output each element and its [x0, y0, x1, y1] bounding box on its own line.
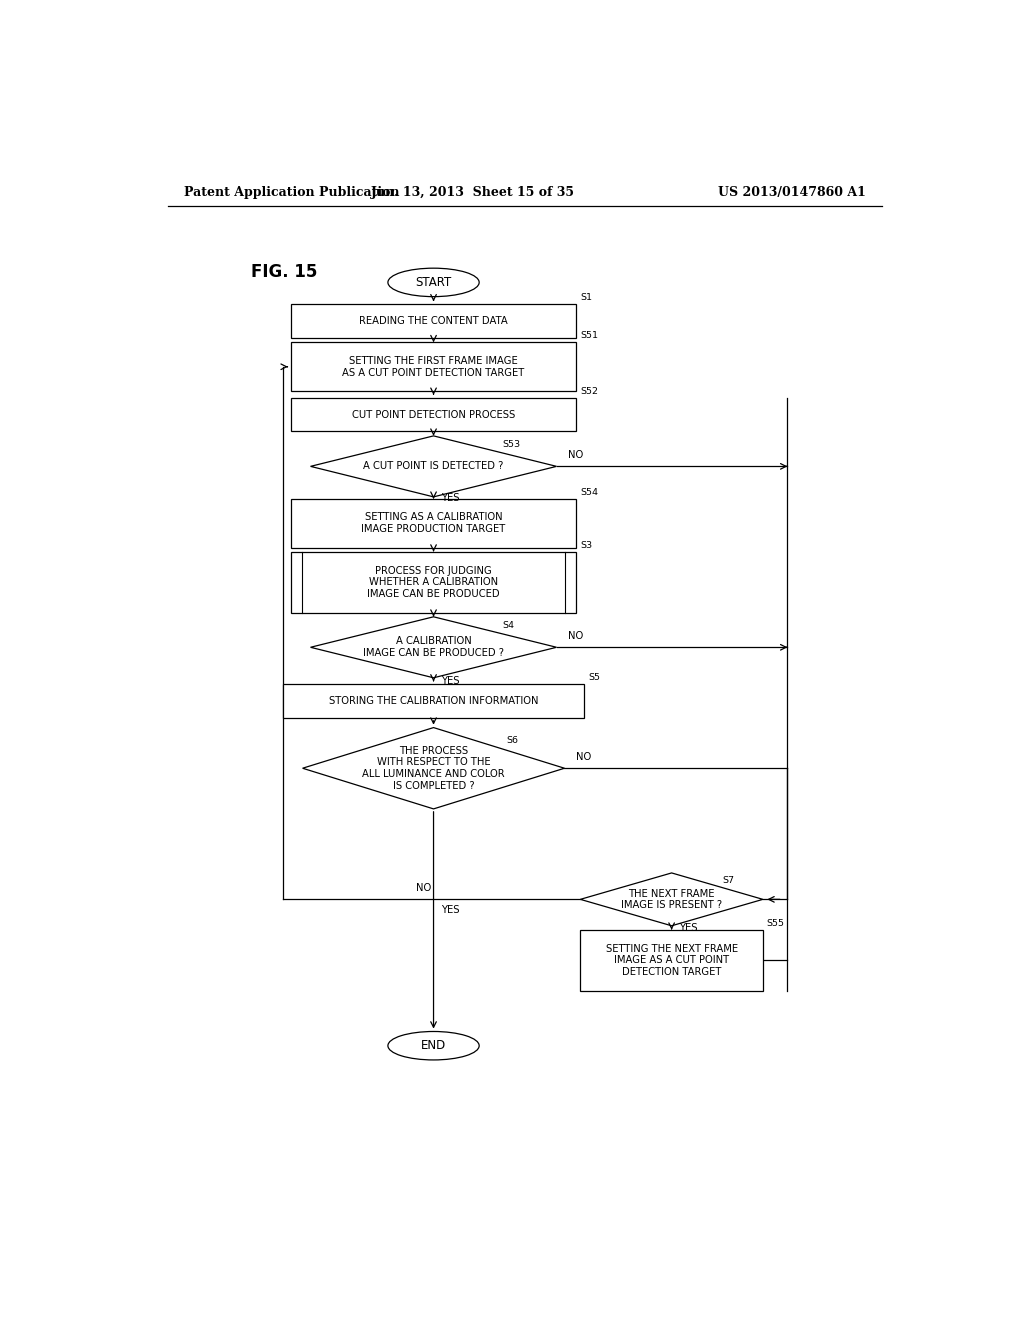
FancyBboxPatch shape — [283, 684, 585, 718]
Text: Jun. 13, 2013  Sheet 15 of 35: Jun. 13, 2013 Sheet 15 of 35 — [372, 186, 575, 199]
FancyBboxPatch shape — [291, 499, 577, 548]
Text: NO: NO — [568, 631, 584, 642]
Text: YES: YES — [441, 906, 460, 915]
Text: NO: NO — [416, 883, 431, 894]
Polygon shape — [310, 436, 557, 496]
Text: S52: S52 — [581, 387, 598, 396]
Text: NO: NO — [568, 450, 584, 461]
Text: US 2013/0147860 A1: US 2013/0147860 A1 — [718, 186, 866, 199]
Text: S1: S1 — [581, 293, 592, 302]
Text: S54: S54 — [581, 488, 598, 496]
Text: FIG. 15: FIG. 15 — [251, 263, 317, 281]
Text: SETTING THE NEXT FRAME
IMAGE AS A CUT POINT
DETECTION TARGET: SETTING THE NEXT FRAME IMAGE AS A CUT PO… — [605, 944, 737, 977]
FancyBboxPatch shape — [581, 929, 763, 991]
Ellipse shape — [388, 1031, 479, 1060]
Text: THE PROCESS
WITH RESPECT TO THE
ALL LUMINANCE AND COLOR
IS COMPLETED ?: THE PROCESS WITH RESPECT TO THE ALL LUMI… — [362, 746, 505, 791]
FancyBboxPatch shape — [291, 552, 577, 612]
Text: THE NEXT FRAME
IMAGE IS PRESENT ?: THE NEXT FRAME IMAGE IS PRESENT ? — [621, 888, 722, 911]
Polygon shape — [310, 616, 557, 677]
Ellipse shape — [388, 268, 479, 297]
Text: END: END — [421, 1039, 446, 1052]
FancyBboxPatch shape — [291, 304, 577, 338]
Polygon shape — [303, 727, 564, 809]
Text: YES: YES — [441, 676, 460, 686]
Text: STORING THE CALIBRATION INFORMATION: STORING THE CALIBRATION INFORMATION — [329, 696, 539, 706]
Text: S4: S4 — [503, 622, 514, 630]
Text: YES: YES — [441, 492, 460, 503]
Text: S5: S5 — [588, 673, 600, 682]
Text: S55: S55 — [767, 919, 784, 928]
Text: SETTING THE FIRST FRAME IMAGE
AS A CUT POINT DETECTION TARGET: SETTING THE FIRST FRAME IMAGE AS A CUT P… — [342, 356, 524, 378]
Text: READING THE CONTENT DATA: READING THE CONTENT DATA — [359, 315, 508, 326]
Text: YES: YES — [680, 923, 698, 933]
Text: A CUT POINT IS DETECTED ?: A CUT POINT IS DETECTED ? — [364, 462, 504, 471]
Text: START: START — [416, 276, 452, 289]
Text: Patent Application Publication: Patent Application Publication — [183, 186, 399, 199]
Text: S6: S6 — [507, 737, 519, 746]
Text: PROCESS FOR JUDGING
WHETHER A CALIBRATION
IMAGE CAN BE PRODUCED: PROCESS FOR JUDGING WHETHER A CALIBRATIO… — [368, 566, 500, 599]
FancyBboxPatch shape — [291, 397, 577, 432]
FancyBboxPatch shape — [291, 342, 577, 391]
Text: S7: S7 — [723, 875, 735, 884]
Text: NO: NO — [577, 752, 592, 762]
Text: S53: S53 — [503, 441, 520, 449]
Text: SETTING AS A CALIBRATION
IMAGE PRODUCTION TARGET: SETTING AS A CALIBRATION IMAGE PRODUCTIO… — [361, 512, 506, 535]
Text: S3: S3 — [581, 541, 593, 549]
Text: S51: S51 — [581, 331, 598, 341]
Text: CUT POINT DETECTION PROCESS: CUT POINT DETECTION PROCESS — [352, 409, 515, 420]
Text: A CALIBRATION
IMAGE CAN BE PRODUCED ?: A CALIBRATION IMAGE CAN BE PRODUCED ? — [364, 636, 504, 659]
Polygon shape — [581, 873, 763, 925]
